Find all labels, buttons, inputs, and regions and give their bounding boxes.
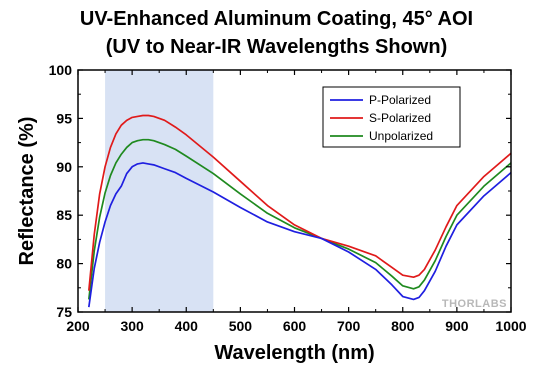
x-tick-label: 1000 (495, 318, 526, 334)
legend-label-unpolarized: Unpolarized (369, 129, 433, 143)
x-tick-label: 200 (66, 318, 90, 334)
y-tick-label: 85 (56, 207, 72, 223)
y-tick-label: 95 (56, 110, 72, 126)
chart-subtitle: (UV to Near-IR Wavelengths Shown) (105, 36, 448, 58)
y-axis-label: Reflectance (%) (16, 117, 38, 266)
plot-area (87, 70, 512, 312)
x-tick-label: 800 (391, 318, 415, 334)
x-tick-label: 500 (229, 318, 253, 334)
highlight-band (105, 70, 214, 312)
x-tick-label: 700 (337, 318, 361, 334)
y-tick-label: 100 (49, 62, 73, 78)
x-axis-label: Wavelength (nm) (214, 342, 374, 364)
legend: P-Polarized S-Polarized Unpolarized (322, 86, 461, 148)
series-line-unpolarized (87, 138, 512, 300)
y-tick-label: 80 (56, 256, 72, 272)
axes: 200 300 400 500 600 700 800 900 1000 75 80 85 90 95 10… (49, 62, 527, 334)
y-tick-label: 75 (56, 304, 72, 320)
legend-label-s-polarized: S-Polarized (369, 111, 431, 125)
chart-title: UV-Enhanced Aluminum Coating, 45° AOI (79, 8, 474, 30)
thorlabs-watermark: THORLABS (442, 298, 507, 310)
y-tick-label: 90 (56, 159, 72, 175)
legend-box (322, 86, 461, 148)
series-line-p-polarized (87, 162, 512, 308)
x-tick-label: 900 (445, 318, 469, 334)
x-tick-label: 400 (175, 318, 199, 334)
x-tick-label: 600 (283, 318, 307, 334)
legend-label-p-polarized: P-Polarized (369, 93, 431, 107)
x-tick-label: 300 (120, 318, 144, 334)
series-line-s-polarized (87, 114, 512, 291)
